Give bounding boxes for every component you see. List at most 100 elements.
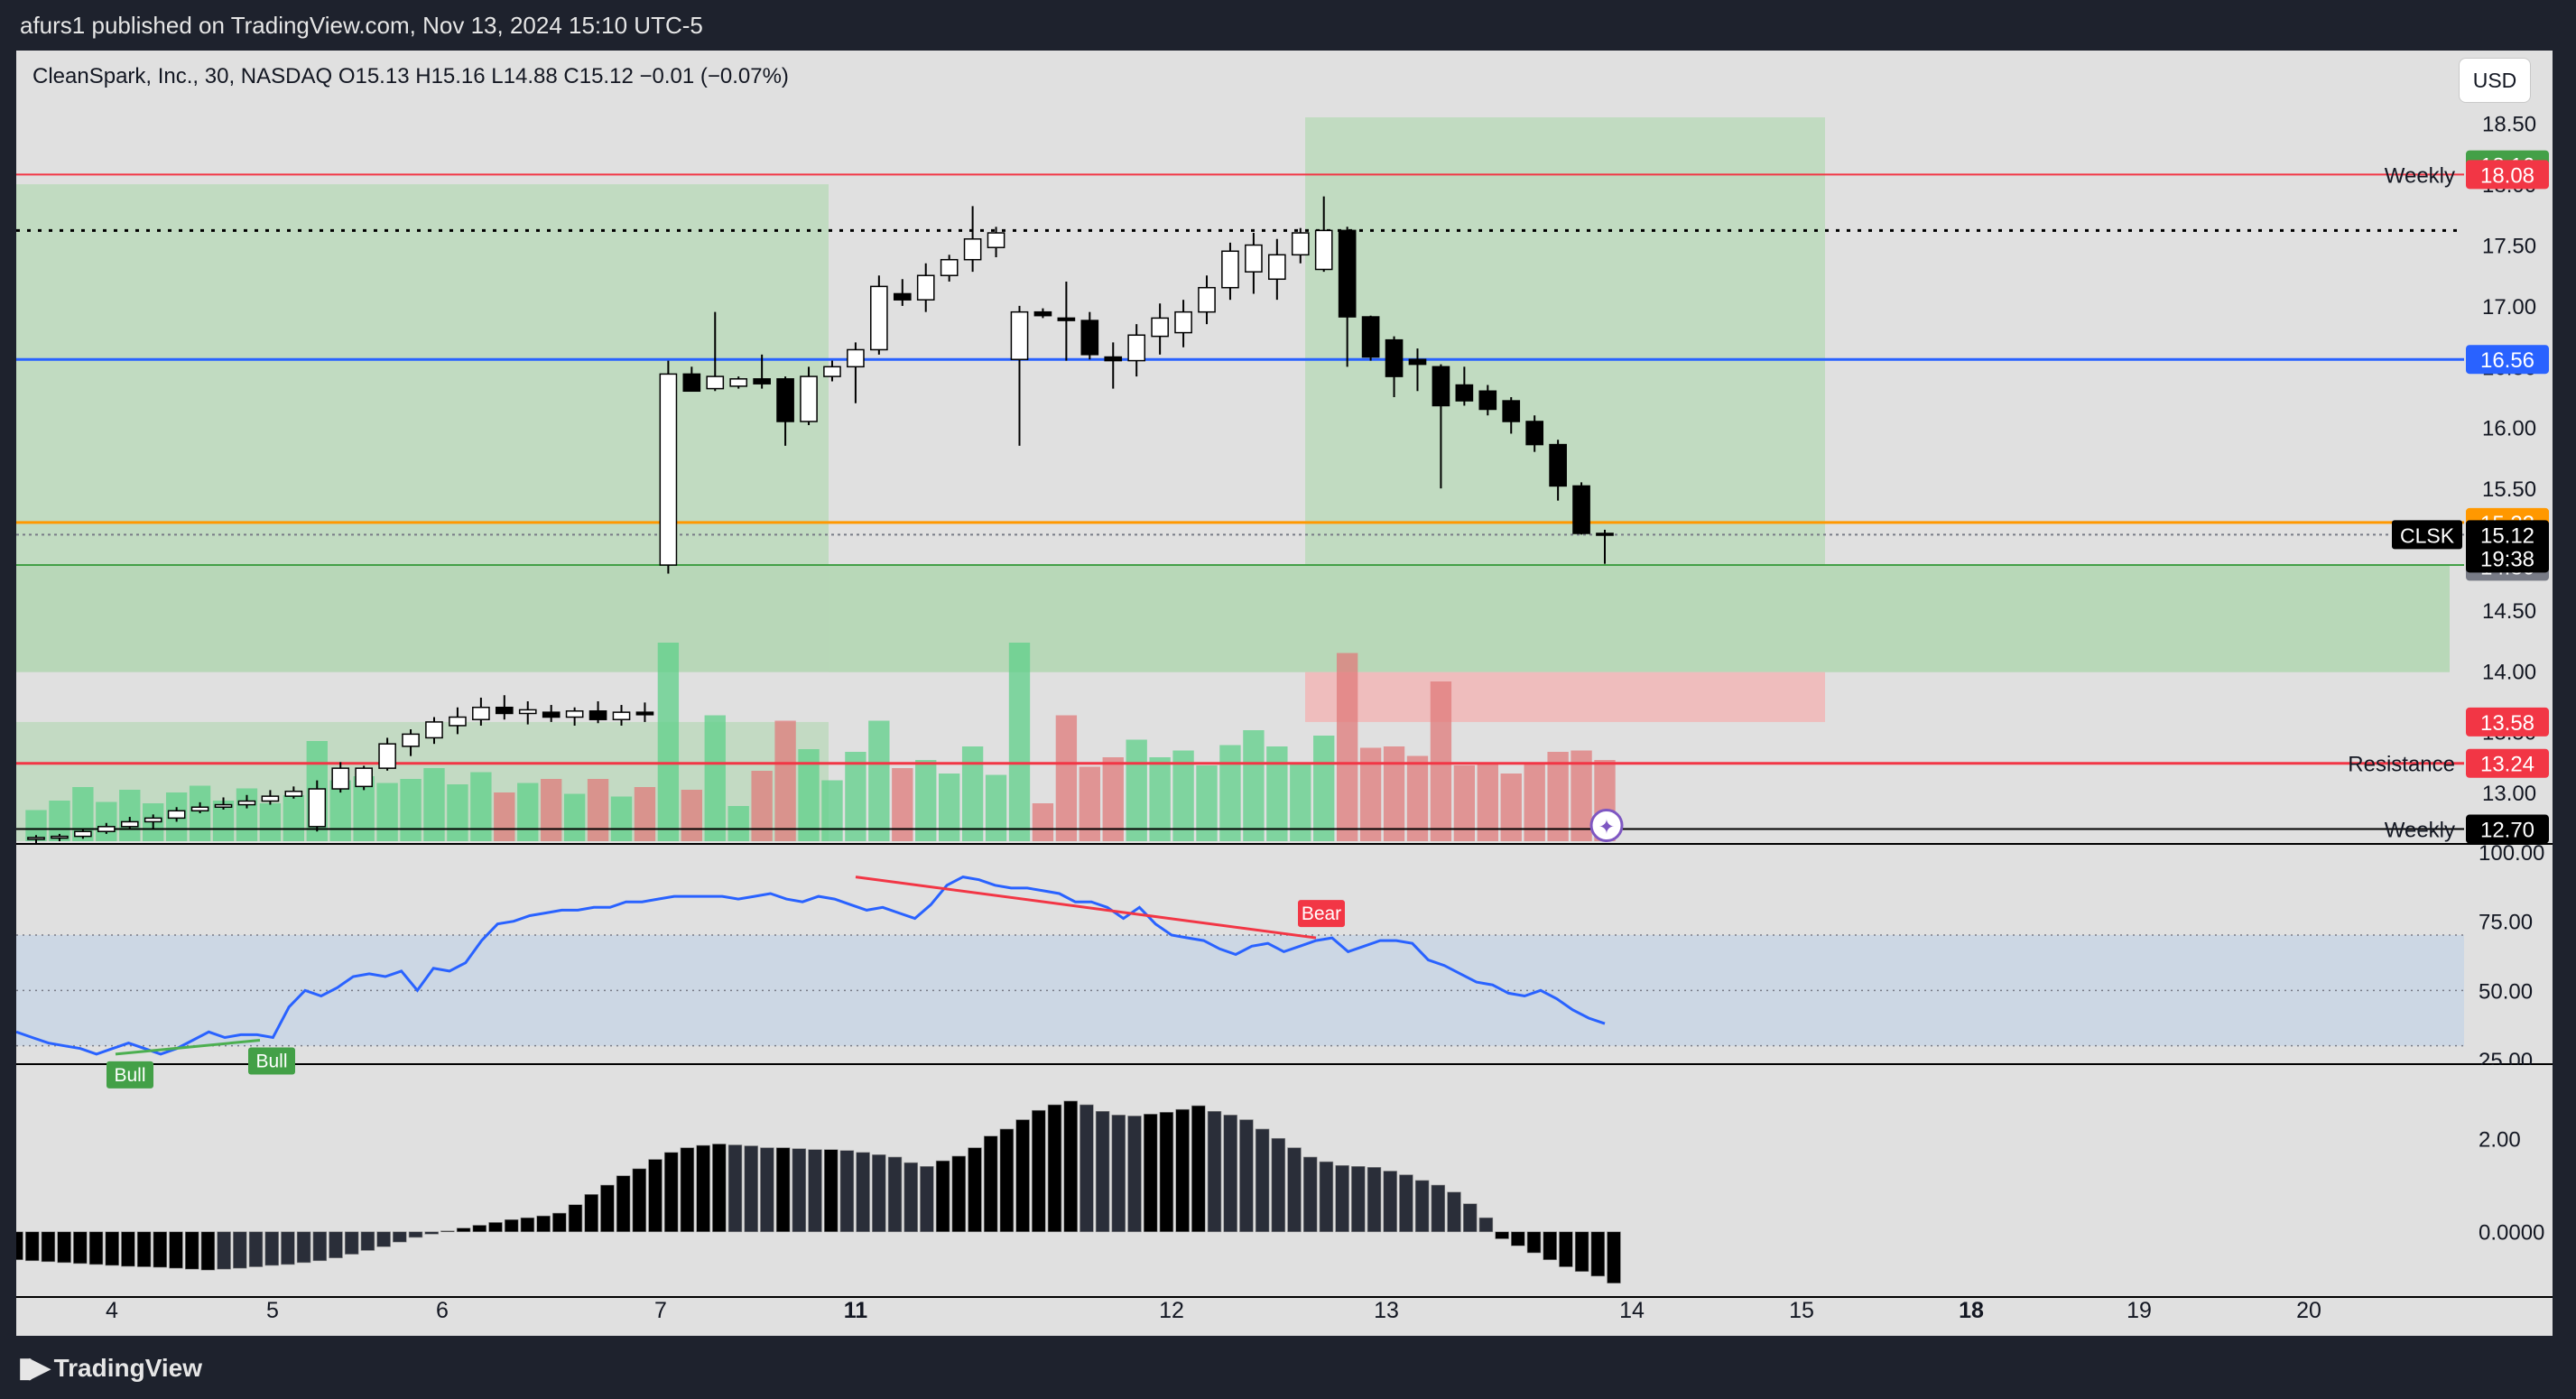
candle-body[interactable] <box>51 835 69 839</box>
candle-body[interactable] <box>1174 310 1192 334</box>
candle-body[interactable] <box>27 837 45 840</box>
candle-body[interactable] <box>331 767 350 790</box>
candle-body[interactable] <box>1361 316 1380 358</box>
candle-body[interactable] <box>1057 317 1076 321</box>
volume-bar <box>845 752 866 841</box>
volume-bar <box>49 801 70 841</box>
candle-body[interactable] <box>1010 310 1029 360</box>
replay-icon[interactable] <box>1589 809 1624 843</box>
candle-body[interactable] <box>402 733 420 747</box>
candle-body[interactable] <box>588 710 607 720</box>
candle-body[interactable] <box>1502 400 1521 422</box>
momentum-bar <box>1047 1104 1062 1233</box>
chart-canvas[interactable]: ✦18.5018.0017.5017.0016.5016.0015.5015.0… <box>16 51 2553 1336</box>
volume-bar <box>517 783 539 841</box>
candle-body[interactable] <box>753 378 771 384</box>
volume-bar <box>1219 745 1241 841</box>
candle-body[interactable] <box>120 820 139 828</box>
candle-body[interactable] <box>729 378 748 387</box>
candle-body[interactable] <box>144 817 162 823</box>
candle-body[interactable] <box>1033 310 1052 317</box>
momentum-bar <box>1607 1231 1621 1283</box>
candle-body[interactable] <box>776 378 794 422</box>
candle-body[interactable] <box>167 810 186 820</box>
momentum-bar <box>1191 1105 1206 1233</box>
volume-bar <box>494 792 515 841</box>
candle-body[interactable] <box>1385 338 1404 377</box>
candle-body[interactable] <box>1245 244 1263 273</box>
level-label: Resistance <box>2348 753 2455 777</box>
price-tick-label: 13.00 <box>2482 782 2536 806</box>
candle-body[interactable] <box>847 348 865 368</box>
candle-body[interactable] <box>449 716 467 727</box>
tradingview-logo[interactable]: ▮▶ TradingView <box>18 1352 202 1384</box>
candle-body[interactable] <box>1080 320 1099 356</box>
candle-body[interactable] <box>1572 485 1590 534</box>
candle-body[interactable] <box>1596 533 1614 536</box>
momentum-bar <box>153 1231 168 1268</box>
candle-body[interactable] <box>425 721 443 739</box>
candle-body[interactable] <box>1104 356 1123 362</box>
price-badge-text: 13.24 <box>2480 753 2534 777</box>
candle-body[interactable] <box>940 258 959 276</box>
candle-body[interactable] <box>800 375 818 422</box>
momentum-bar <box>376 1231 391 1247</box>
candle-body[interactable] <box>987 232 1005 248</box>
price-badge-text: 18.08 <box>2480 163 2534 188</box>
candle-body[interactable] <box>542 711 561 718</box>
candle-body[interactable] <box>1198 286 1216 313</box>
time-tick-label: 5 <box>266 1298 279 1323</box>
candle-body[interactable] <box>518 709 537 715</box>
bull-divergence-line <box>115 1039 261 1056</box>
candle-body[interactable] <box>308 788 327 828</box>
candle-body[interactable] <box>823 366 841 377</box>
candle-body[interactable] <box>74 830 92 838</box>
candle-body[interactable] <box>1127 334 1146 362</box>
candle-body[interactable] <box>1291 232 1310 256</box>
candle-body[interactable] <box>612 711 631 720</box>
candle-body[interactable] <box>1549 443 1567 487</box>
volume-bar <box>1149 757 1171 841</box>
ohlc-legend: CleanSpark, Inc., 30, NASDAQ O15.13 H15.… <box>32 64 789 88</box>
candle-body[interactable] <box>1432 366 1450 407</box>
momentum-bar <box>1511 1231 1525 1246</box>
candle-body[interactable] <box>963 238 982 261</box>
candle-body[interactable] <box>97 826 116 832</box>
candle-body[interactable] <box>214 803 233 809</box>
momentum-bar <box>872 1154 886 1233</box>
candle-body[interactable] <box>1525 421 1544 446</box>
candle-body[interactable] <box>355 767 373 788</box>
candle-body[interactable] <box>495 706 514 715</box>
candle-body[interactable] <box>1151 317 1169 338</box>
time-axis <box>16 1296 2553 1336</box>
candle-body[interactable] <box>1478 390 1497 411</box>
currency-button[interactable]: USD <box>2459 58 2531 103</box>
rsi-axis <box>2464 845 2553 1063</box>
candle-body[interactable] <box>1268 254 1286 281</box>
candle-body[interactable] <box>635 711 654 716</box>
candle-body[interactable] <box>284 790 303 797</box>
candle-body[interactable] <box>1455 384 1474 402</box>
candle-body[interactable] <box>706 375 725 390</box>
candle-body[interactable] <box>1338 229 1357 318</box>
candle-body[interactable] <box>1314 229 1333 271</box>
candle-body[interactable] <box>1408 358 1427 366</box>
candle-body[interactable] <box>1221 250 1239 289</box>
candle-body[interactable] <box>261 795 280 802</box>
candle-body[interactable] <box>916 274 935 301</box>
candle-body[interactable] <box>190 806 209 812</box>
volume-bar <box>423 768 445 841</box>
momentum-bar <box>887 1156 903 1233</box>
candle-body[interactable] <box>682 373 701 393</box>
candle-body[interactable] <box>237 800 256 806</box>
candle-body[interactable] <box>870 285 888 351</box>
volume-bar <box>1032 803 1054 841</box>
chart-area[interactable]: ✦18.5018.0017.5017.0016.5016.0015.5015.0… <box>16 51 2553 1336</box>
candle-body[interactable] <box>659 373 678 566</box>
momentum-bar <box>696 1144 710 1233</box>
candle-body[interactable] <box>472 706 490 720</box>
candle-body[interactable] <box>378 743 396 769</box>
time-tick-label: 4 <box>106 1298 118 1323</box>
candle-body[interactable] <box>893 292 912 301</box>
candle-body[interactable] <box>565 710 584 718</box>
